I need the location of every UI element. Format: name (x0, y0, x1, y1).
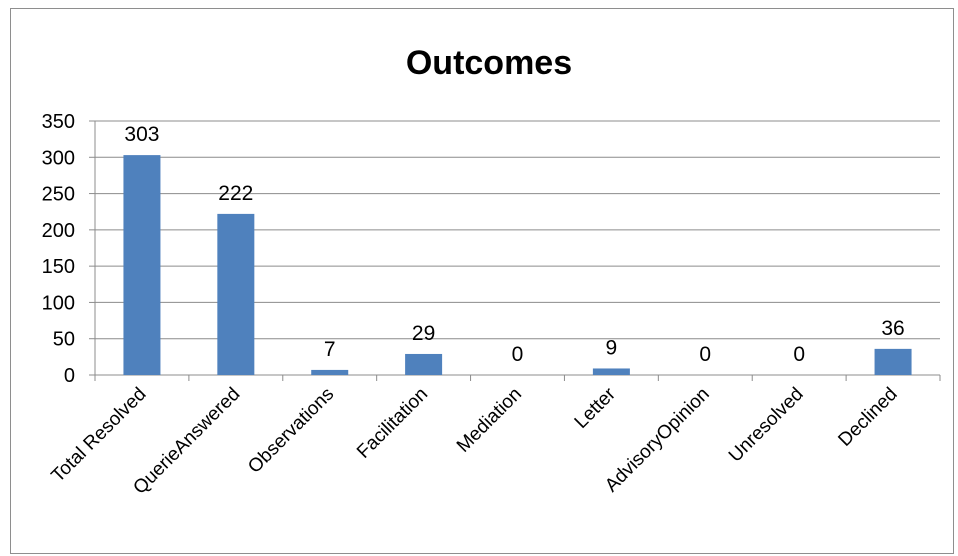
y-tick-label: 250 (42, 184, 75, 206)
y-tick-label: 150 (42, 256, 75, 278)
y-tick-label: 0 (64, 365, 75, 387)
y-tick-label: 350 (42, 111, 75, 133)
bar-layer (123, 155, 912, 375)
category-label: Declined (834, 384, 901, 451)
data-label: 303 (124, 123, 159, 146)
bar (311, 369, 349, 375)
data-label: 222 (218, 182, 253, 205)
data-label: 0 (793, 343, 805, 366)
category-label: Letter (571, 383, 621, 433)
data-label: 9 (606, 336, 618, 359)
category-label: Unresolved (725, 384, 808, 467)
category-label: Total Resolved (48, 384, 151, 487)
axis-layer: 0 50 100 150 200 250 300 350 (42, 111, 941, 387)
y-tick-label: 200 (42, 220, 75, 242)
bar (405, 353, 443, 375)
category-label: Observations (244, 384, 338, 478)
data-label: 29 (412, 322, 435, 345)
data-label: 0 (699, 343, 711, 366)
y-tick-label: 50 (53, 329, 75, 351)
bar (874, 348, 912, 375)
y-tick-label: 300 (42, 147, 75, 169)
data-label: 36 (881, 317, 904, 340)
category-label: AdvisoryOpinion (601, 384, 714, 497)
data-label-layer: 303 222 7 29 0 9 0 0 36 (124, 123, 904, 366)
bar (592, 368, 630, 375)
chart-title: Outcomes (406, 44, 572, 82)
data-label: 7 (324, 338, 336, 361)
category-label: Facilitation (353, 384, 432, 463)
category-label: Mediation (453, 384, 526, 457)
bar (217, 213, 255, 375)
chart-frame (10, 8, 954, 554)
y-tick-label: 100 (42, 292, 75, 314)
data-label: 0 (512, 343, 524, 366)
bar (123, 155, 161, 375)
